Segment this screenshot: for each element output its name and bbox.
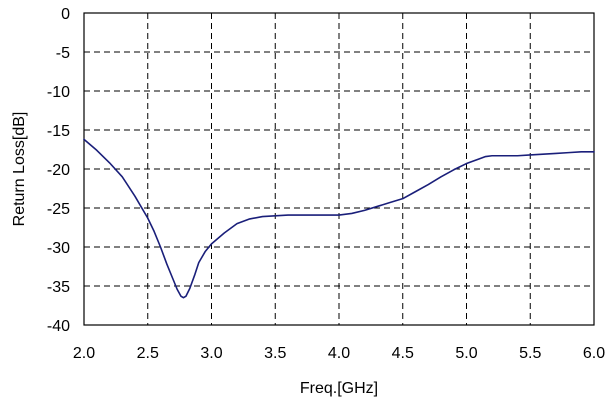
y-tick-label: -20 xyxy=(47,162,70,179)
y-tick-label: -40 xyxy=(47,318,70,335)
grid xyxy=(84,13,594,325)
x-tick-label: 3.0 xyxy=(200,345,222,362)
y-tick-label: -10 xyxy=(47,84,70,101)
return-loss-series-line xyxy=(83,138,595,299)
x-tick-label: 6.0 xyxy=(583,345,605,362)
series-layer xyxy=(83,138,595,299)
y-tick-label: -35 xyxy=(47,279,70,296)
x-tick-label: 5.0 xyxy=(455,345,477,362)
x-tick-label: 5.5 xyxy=(519,345,541,362)
y-tick-label: -5 xyxy=(56,45,70,62)
x-tick-labels: 2.0 2.5 3.0 3.5 4.0 4.5 5.0 5.5 6.0 xyxy=(73,345,605,362)
y-axis-label: Return Loss[dB] xyxy=(11,112,28,227)
plot-frame xyxy=(83,12,595,326)
y-tick-label: -15 xyxy=(47,123,70,140)
x-tick-label: 4.0 xyxy=(328,345,350,362)
x-tick-label: 2.0 xyxy=(73,345,95,362)
x-tick-label: 4.5 xyxy=(392,345,414,362)
y-tick-label: 0 xyxy=(61,6,70,23)
x-tick-label: 2.5 xyxy=(137,345,159,362)
y-tick-label: -25 xyxy=(47,201,70,218)
y-tick-labels: 0 -5 -10 -15 -20 -25 -30 -35 -40 xyxy=(47,6,70,335)
x-tick-label: 3.5 xyxy=(264,345,286,362)
y-tick-label: -30 xyxy=(47,240,70,257)
x-axis-label: Freq.[GHz] xyxy=(300,380,378,397)
